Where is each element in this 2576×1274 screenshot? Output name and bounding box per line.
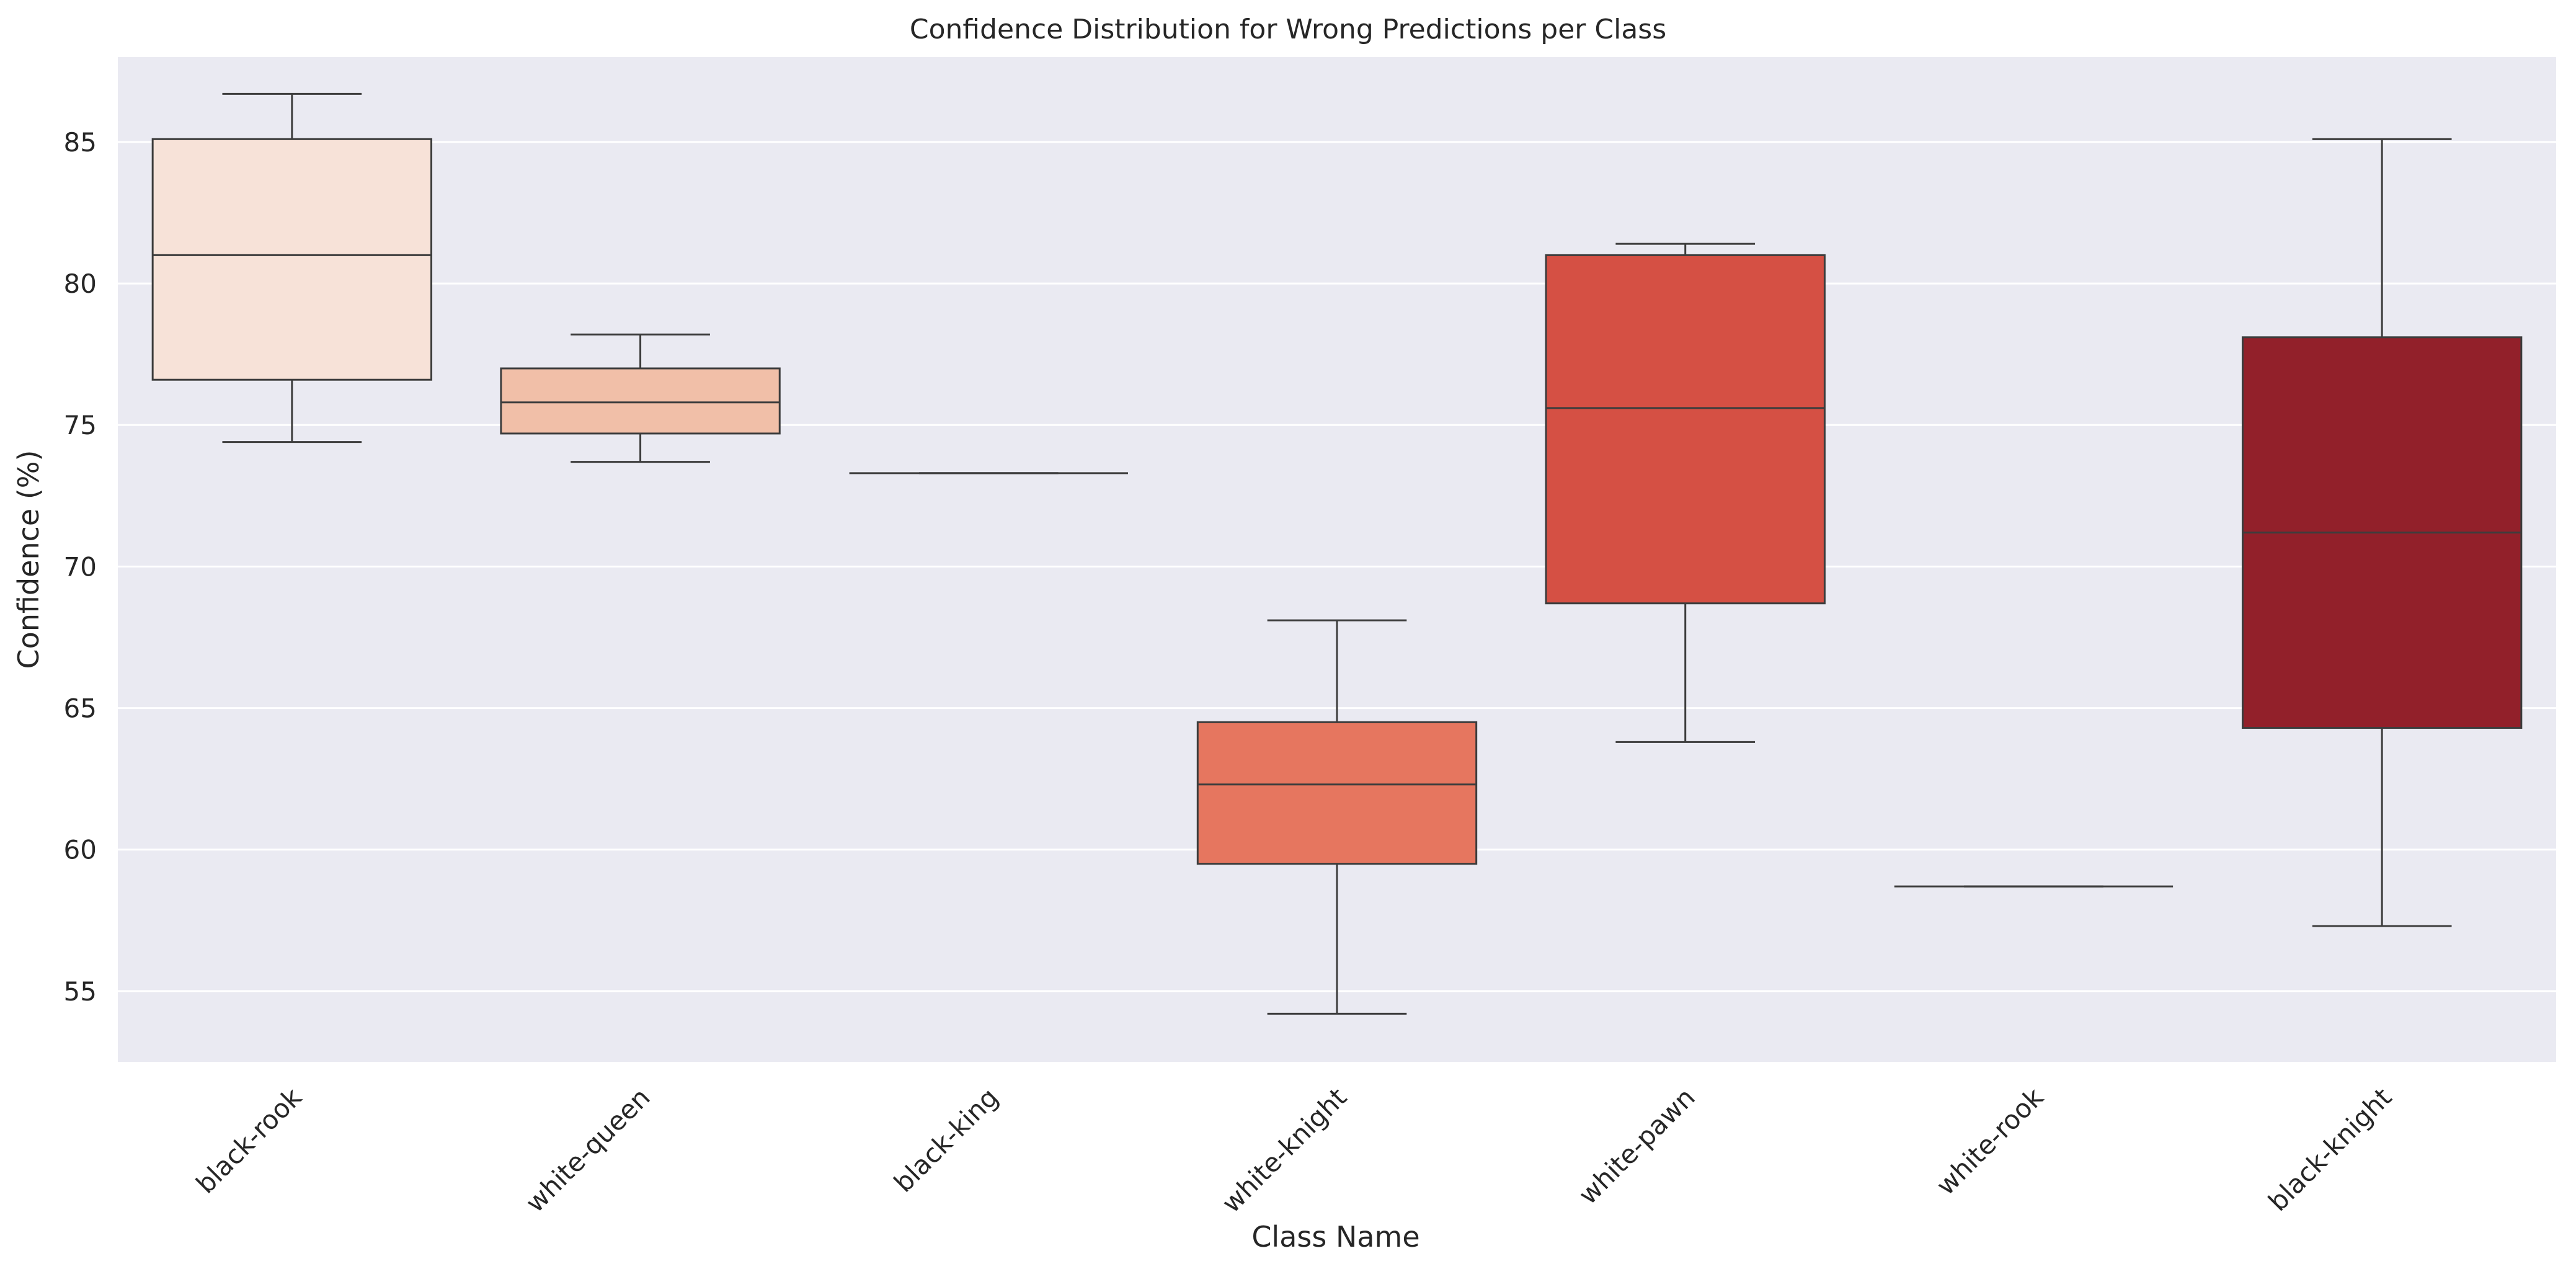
- boxes: [151, 92, 2523, 1015]
- box-white-pawn: [1545, 243, 1826, 743]
- y-tick-label-75: 75: [64, 410, 97, 440]
- box-iqr: [1545, 254, 1826, 605]
- y-tick-label-80: 80: [64, 269, 97, 299]
- y-axis-label: Confidence (%): [12, 450, 45, 669]
- box-black-knight: [2241, 138, 2523, 927]
- box-iqr: [500, 367, 781, 435]
- x-tick-label-black-rook: black-rook: [190, 1082, 308, 1200]
- y-tick-label-85: 85: [64, 127, 97, 158]
- x-tick-label-white-rook: white-rook: [1930, 1082, 2050, 1201]
- x-tick-label-black-knight: black-knight: [2262, 1082, 2397, 1217]
- y-tick-label-70: 70: [64, 551, 97, 582]
- box-black-rook: [151, 92, 433, 443]
- x-tick-label-white-knight: white-knight: [1216, 1082, 1352, 1218]
- box-white-knight: [1196, 619, 1478, 1015]
- x-axis-label: Class Name: [1251, 1220, 1419, 1254]
- y-tick-label-55: 55: [64, 976, 97, 1007]
- y-tick-label-60: 60: [64, 835, 97, 865]
- chart-title: Confidence Distribution for Wrong Predic…: [910, 14, 1666, 45]
- y-tick-labels: 55 60 65 70 75 80 85: [64, 127, 97, 1007]
- x-tick-labels: black-rook white-queen black-king white-kni…: [190, 1082, 2398, 1219]
- x-tick-label-white-queen: white-queen: [520, 1082, 656, 1218]
- x-tick-label-black-king: black-king: [888, 1082, 1004, 1198]
- y-tick-label-65: 65: [64, 693, 97, 724]
- box-white-queen: [500, 333, 781, 463]
- box-iqr: [1196, 721, 1478, 865]
- box-iqr: [151, 138, 433, 381]
- x-tick-label-white-pawn: white-pawn: [1573, 1082, 1701, 1210]
